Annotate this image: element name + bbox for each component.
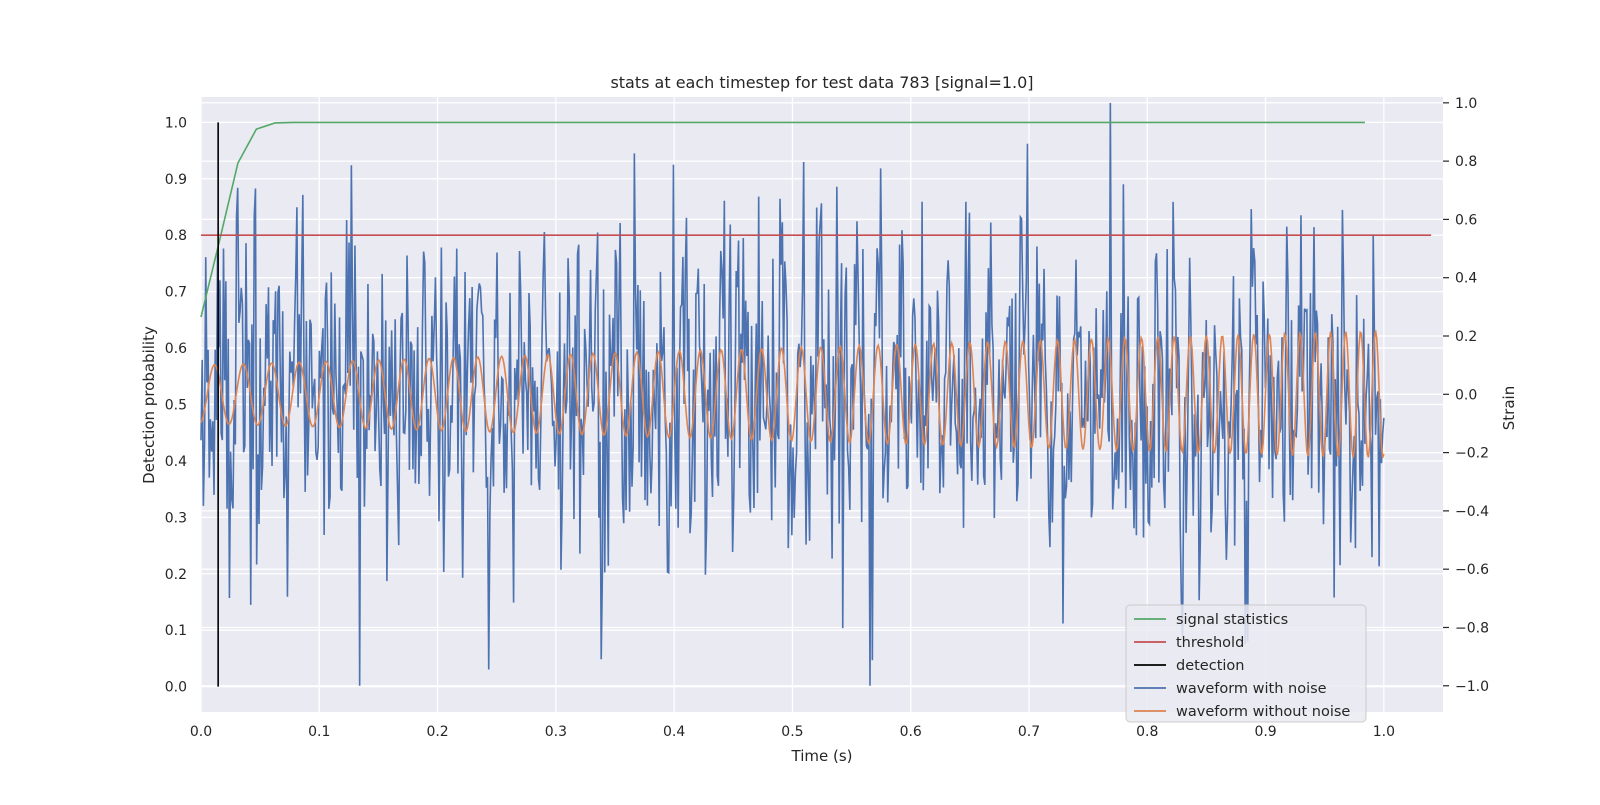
y2-tick-label: −1.0 — [1455, 679, 1489, 695]
legend-label: threshold — [1176, 635, 1244, 651]
legend-label: waveform with noise — [1176, 681, 1327, 697]
x-tick-label: 0.5 — [781, 724, 803, 740]
chart-title: stats at each timestep for test data 783… — [610, 73, 1033, 92]
legend-label: signal statistics — [1176, 612, 1288, 628]
y2-tick-label: 0.0 — [1455, 387, 1477, 403]
y2-tick-label: −0.2 — [1455, 446, 1489, 462]
y2-tick-label: 0.4 — [1455, 271, 1477, 287]
y2-axis-label: Strain — [1500, 386, 1518, 430]
y2-tick-label: −0.8 — [1455, 620, 1489, 636]
y-tick-label: 0.8 — [165, 228, 187, 244]
y-tick-label: 0.2 — [165, 567, 187, 583]
legend: signal statistics threshold detection wavef… — [1125, 604, 1367, 723]
y-tick-label: 1.0 — [165, 115, 187, 131]
y-tick-label: 0.1 — [165, 623, 187, 639]
series-waveform-without-noise — [200, 330, 1385, 459]
y-tick-label: 0.4 — [165, 454, 187, 470]
x-tick-label: 1.0 — [1373, 724, 1395, 740]
y2-tick-label: 0.6 — [1455, 212, 1477, 228]
series-waveform-with-noise — [200, 102, 1385, 686]
y-tick-label: 0.9 — [165, 172, 187, 188]
x-tick-label: 0.4 — [663, 724, 685, 740]
axis-layer: 0.0 0.1 0.2 0.3 0.4 0.5 0.6 0.7 0.8 0.9 1.0 0.0 0.1 0… — [165, 96, 1489, 740]
legend-label: detection — [1176, 658, 1244, 674]
y2-tick-label: 0.8 — [1455, 154, 1477, 170]
x-tick-label: 0.3 — [545, 724, 567, 740]
y2-tick-label: −0.4 — [1455, 504, 1489, 520]
legend-box — [1125, 604, 1367, 723]
y2-tick-label: 0.2 — [1455, 329, 1477, 345]
x-axis-label: Time (s) — [791, 747, 853, 765]
y2-tick-label: 1.0 — [1455, 96, 1477, 112]
y-tick-label: 0.5 — [165, 398, 187, 414]
x-tick-label: 0.2 — [426, 724, 448, 740]
series-signal-statistics — [200, 121, 1365, 318]
x-tick-label: 0.0 — [190, 724, 212, 740]
x-tick-label: 0.7 — [1018, 724, 1040, 740]
y-tick-label: 0.3 — [165, 510, 187, 526]
y-axis-label: Detection probability — [140, 326, 158, 484]
y-tick-label: 0.0 — [165, 680, 187, 696]
series-layer — [200, 102, 1432, 687]
y2-tick-label: −0.6 — [1455, 562, 1489, 578]
legend-label: waveform without noise — [1176, 704, 1350, 720]
x-tick-label: 0.1 — [308, 724, 330, 740]
x-tick-label: 0.8 — [1136, 724, 1158, 740]
x-tick-label: 0.9 — [1254, 724, 1276, 740]
y-tick-label: 0.7 — [165, 285, 187, 301]
x-tick-label: 0.6 — [900, 724, 922, 740]
y-tick-label: 0.6 — [165, 341, 187, 357]
